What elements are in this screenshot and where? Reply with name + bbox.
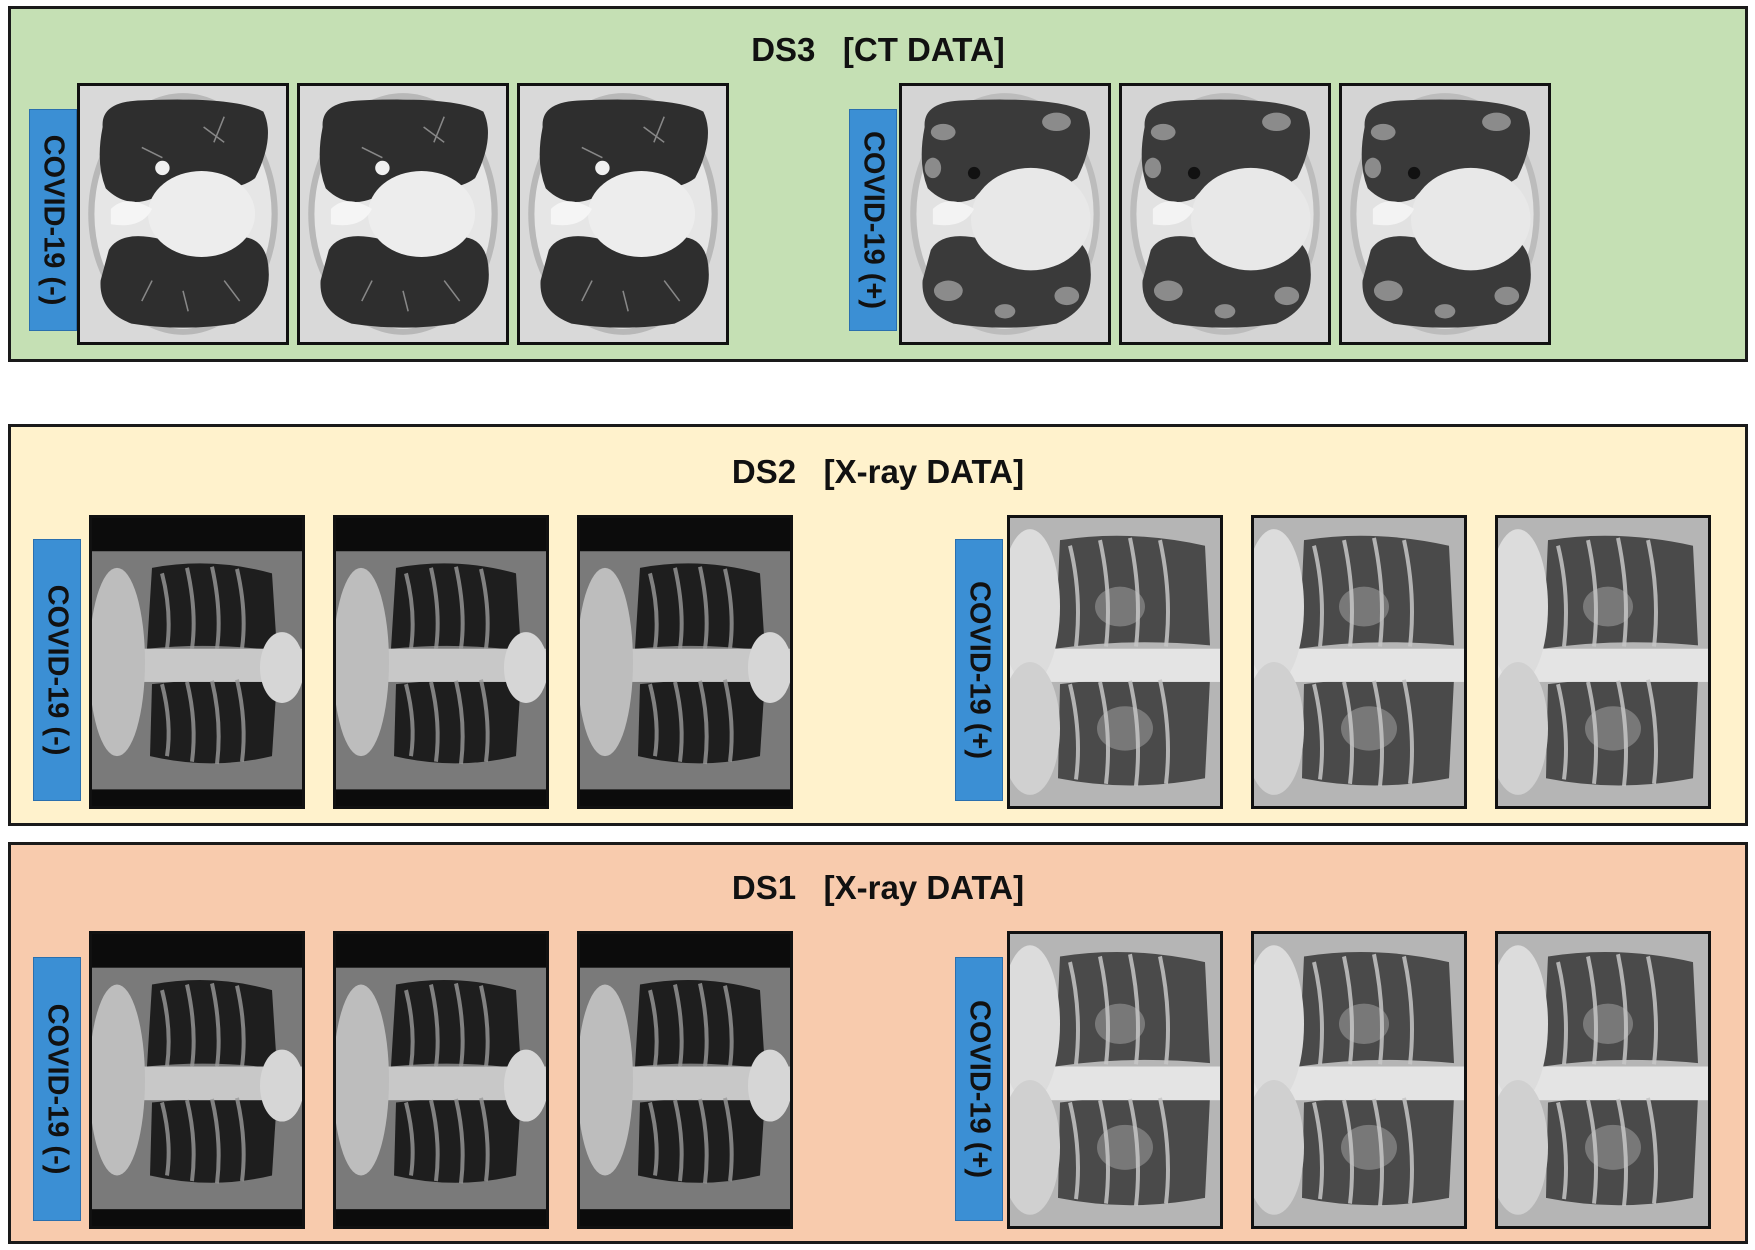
ct-scan-image <box>899 83 1111 345</box>
chest-xray-image <box>333 515 549 809</box>
label-ds2-positive-text: COVID-19 (+) <box>963 580 996 760</box>
chest-xray-image <box>1251 515 1467 809</box>
chest-xray-image <box>333 931 549 1229</box>
chest-xray-image <box>1495 931 1711 1229</box>
chest-xray-image <box>89 515 305 809</box>
label-ds1-positive-text: COVID-19 (+) <box>963 999 996 1179</box>
chest-xray-image <box>1495 515 1711 809</box>
panel-title-ds2: DS2 [X-ray DATA] <box>731 453 1025 490</box>
panel-ds1: DS1 [X-ray DATA] COVID-19 (-) COVID-19 (… <box>8 842 1748 1244</box>
label-ds2-negative: COVID-19 (-) <box>33 539 81 801</box>
label-ds3-positive-text: COVID-19 (+) <box>857 130 890 310</box>
chest-xray-image <box>577 931 793 1229</box>
chest-xray-image <box>1007 515 1223 809</box>
panel-ds3: DS3 [CT DATA] COVID-19 (-) COVID-19 (+) <box>8 6 1748 362</box>
chest-xray-image <box>577 515 793 809</box>
panel-ds2: DS2 [X-ray DATA] COVID-19 (-) COVID-19 (… <box>8 424 1748 826</box>
ct-scan-image <box>1119 83 1331 345</box>
ct-scan-image <box>517 83 729 345</box>
chest-xray-image <box>89 931 305 1229</box>
ct-scan-image <box>297 83 509 345</box>
label-ds3-positive: COVID-19 (+) <box>849 109 897 331</box>
label-ds3-negative-text: COVID-19 (-) <box>37 134 70 306</box>
ct-scan-image <box>77 83 289 345</box>
chest-xray-image <box>1007 931 1223 1229</box>
label-ds3-negative: COVID-19 (-) <box>29 109 77 331</box>
label-ds2-negative-text: COVID-19 (-) <box>41 584 74 756</box>
label-ds1-negative-text: COVID-19 (-) <box>41 1003 74 1175</box>
panel-title-ds1: DS1 [X-ray DATA] <box>731 869 1025 906</box>
label-ds1-negative: COVID-19 (-) <box>33 957 81 1221</box>
label-ds1-positive: COVID-19 (+) <box>955 957 1003 1221</box>
panel-title-ds3: DS3 [CT DATA] <box>751 31 1005 68</box>
label-ds2-positive: COVID-19 (+) <box>955 539 1003 801</box>
chest-xray-image <box>1251 931 1467 1229</box>
ct-scan-image <box>1339 83 1551 345</box>
